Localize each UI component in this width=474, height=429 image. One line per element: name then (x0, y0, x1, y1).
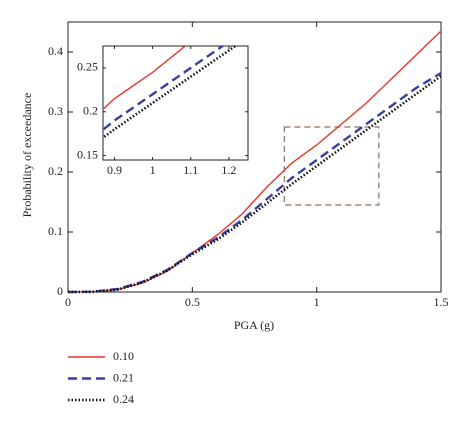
legend-label: 0.21 (113, 370, 134, 384)
y-axis-label: Probability of exceedance (20, 93, 34, 218)
y-tick-label: 0.2 (83, 104, 98, 118)
x-tick-label: 1 (150, 163, 156, 177)
y-tick-label: 0.4 (48, 44, 63, 58)
zoom-region (283, 126, 380, 206)
y-tick-label: 0.3 (48, 104, 63, 118)
frame (67, 21, 442, 293)
x-tick-label: 0.9 (107, 163, 122, 177)
line (67, 74, 442, 294)
x-tick-label: 1.1 (183, 163, 198, 177)
line (67, 71, 442, 294)
x-tick-label: 1.5 (434, 295, 449, 309)
y-tick-label: 0.1 (48, 224, 63, 238)
x-tick-label: 0 (65, 295, 71, 309)
x-axis-label: PGA (g) (234, 318, 274, 332)
inset-frame (102, 45, 249, 161)
line (67, 30, 442, 293)
legend-label: 0.24 (113, 392, 134, 406)
y-tick-label: 0.15 (77, 147, 98, 161)
y-tick-label: 0 (57, 284, 63, 298)
y-tick-label: 0.25 (77, 60, 98, 74)
x-tick-label: 0.5 (185, 295, 200, 309)
x-tick-label: 1 (314, 295, 320, 309)
legend-label: 0.10 (113, 349, 134, 363)
x-tick-label: 1.2 (221, 163, 236, 177)
y-tick-label: 0.2 (48, 164, 63, 178)
